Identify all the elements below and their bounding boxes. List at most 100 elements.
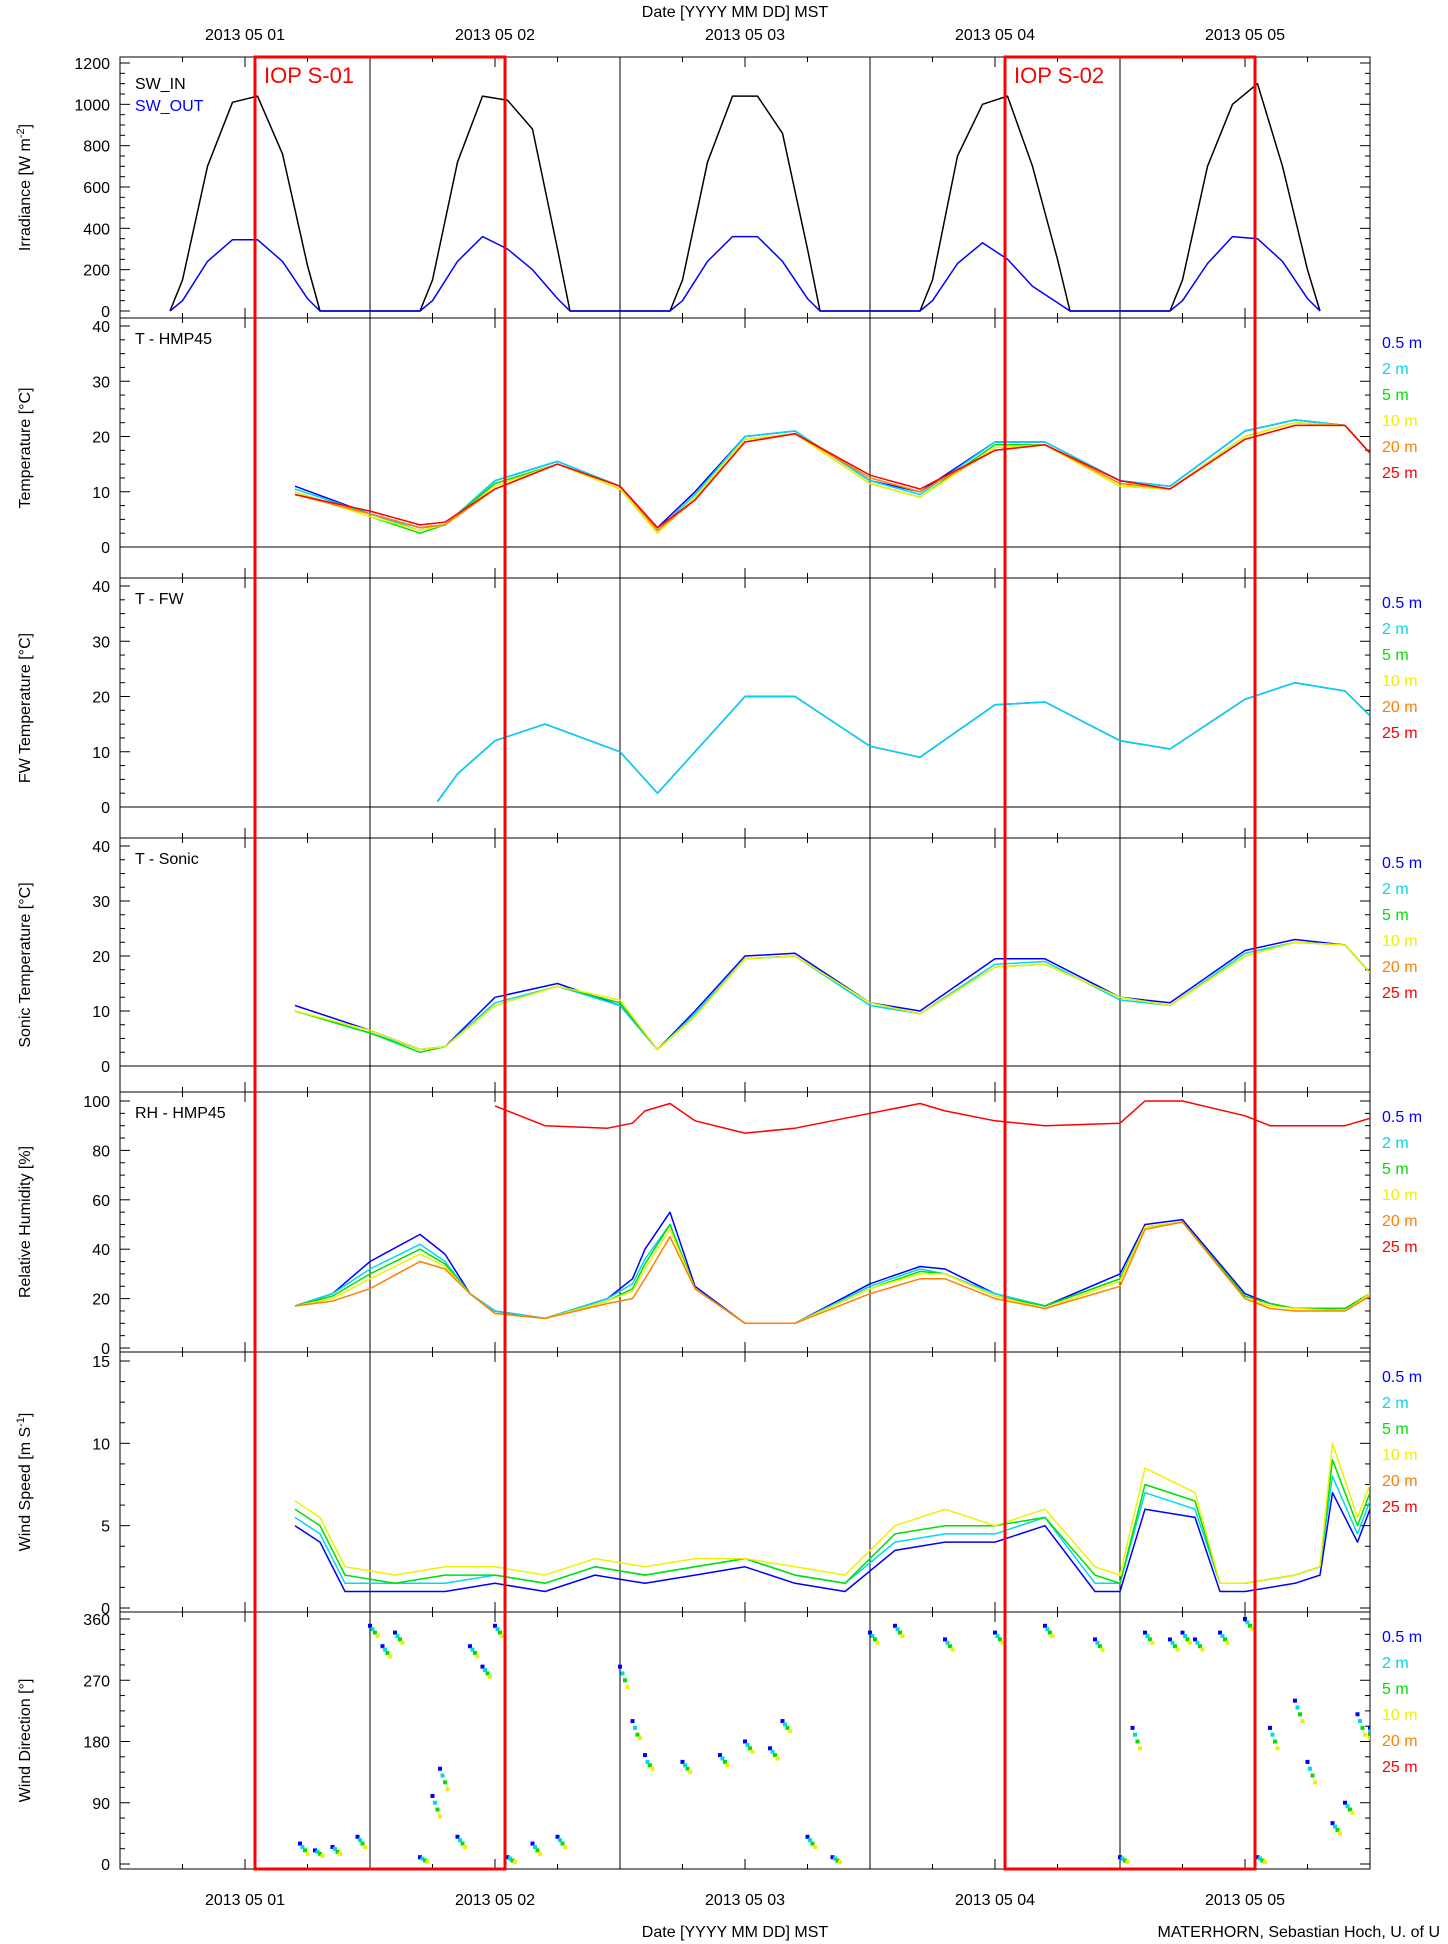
y-axis-title: Wind Speed [m S-1]: [15, 1413, 34, 1552]
data-point: [870, 1634, 875, 1639]
series-group: [294, 938, 1370, 1054]
data-point: [1170, 1640, 1175, 1645]
data-point: [315, 1849, 320, 1854]
legend-entry: 25 m: [1382, 725, 1418, 742]
bottom-x-tick-labels: 2013 05 01 2013 05 02 2013 05 03 2013 05 04…: [205, 1892, 1285, 1909]
data-point: [1198, 1644, 1202, 1649]
data-point: [680, 1759, 685, 1764]
plot-frame: [119, 577, 1371, 839]
data-point: [463, 1844, 467, 1849]
data-point: [1120, 1856, 1125, 1861]
data-point: [1358, 1719, 1362, 1724]
series-line: [436, 681, 1370, 802]
data-point: [1355, 1712, 1360, 1717]
series-line: [294, 941, 1370, 1051]
data-point: [1188, 1640, 1192, 1645]
legend-entry: 25 m: [1382, 1239, 1418, 1256]
series-group: [436, 681, 1370, 802]
data-point: [750, 1749, 755, 1754]
iop-boxes: IOP S-01 IOP S-02: [253, 55, 1257, 1871]
y-tick-label: 30: [92, 374, 110, 391]
data-point: [830, 1855, 835, 1860]
series-line: [294, 1442, 1370, 1585]
data-point: [493, 1623, 497, 1628]
y-tick-label: 0: [101, 1601, 110, 1618]
y-axis-title: FW Temperature [°C]: [17, 633, 34, 783]
data-point: [535, 1848, 540, 1853]
data-point: [1368, 1732, 1370, 1737]
series-line: [294, 1459, 1370, 1585]
legend-entry: 10 m: [1382, 1447, 1418, 1464]
iop-box-s02: [1003, 55, 1257, 1871]
data-point: [1368, 1729, 1370, 1734]
x-tick-label: 2013 05 01: [205, 1892, 285, 1909]
data-point: [835, 1858, 840, 1863]
data-point: [533, 1844, 537, 1849]
y-axis-title-superscript: -1: [15, 1417, 27, 1427]
y-tick-label: 20: [92, 1292, 110, 1309]
legend-entry: 0.5 m: [1382, 1369, 1422, 1386]
data-point: [418, 1855, 422, 1860]
data-point: [780, 1719, 785, 1724]
data-point: [1195, 1640, 1200, 1645]
series-line: [294, 938, 1370, 1051]
data-point: [788, 1729, 792, 1734]
data-point: [1223, 1637, 1227, 1642]
x-tick-label: 2013 05 04: [955, 1892, 1035, 1909]
y-tick-label: 10: [92, 1436, 110, 1453]
legend-entry: 10 m: [1382, 413, 1418, 430]
data-point: [1335, 1827, 1340, 1832]
data-point: [335, 1849, 340, 1854]
data-point: [1273, 1739, 1277, 1744]
data-point: [500, 1634, 505, 1639]
y-tick-label: 30: [92, 894, 110, 911]
data-point: [643, 1753, 647, 1758]
data-point: [805, 1834, 810, 1839]
data-point: [998, 1637, 1002, 1642]
y-tick-label: 400: [83, 221, 110, 238]
legend-entry: 25 m: [1382, 1499, 1418, 1516]
legend-entry: 2 m: [1382, 1395, 1409, 1412]
panel-temperature: 0 10 20 30 40 Temperature [°C] T - HMP45 0.5 m 2…: [17, 317, 1422, 579]
legend-entry: 25 m: [1382, 1759, 1418, 1776]
data-point: [1338, 1831, 1342, 1836]
data-point: [438, 1814, 442, 1819]
data-point: [1300, 1719, 1305, 1724]
y-tick-label: 0: [101, 1059, 110, 1076]
data-point: [1333, 1824, 1337, 1829]
y-tick-label: 1000: [74, 97, 110, 114]
data-point: [563, 1844, 567, 1849]
top-x-axis-title: Date [YYYY MM DD] MST: [642, 4, 829, 21]
data-point: [1100, 1647, 1105, 1652]
data-point: [373, 1630, 377, 1635]
panel-title: T - HMP45: [135, 331, 212, 348]
x-tick-label: 2013 05 03: [705, 27, 785, 44]
y-axis-title: Irradiance [W m-2]: [15, 124, 34, 251]
y-tick-label: 10: [92, 1004, 110, 1021]
data-point: [1138, 1746, 1142, 1751]
y-tick-label: 20: [92, 430, 110, 447]
panel-fw_temperature: 0 10 20 30 40 FW Temperature [°C] T - FW 0.5 m 2…: [17, 577, 1422, 839]
legend-entry: 2 m: [1382, 1655, 1409, 1672]
y-tick-label: 600: [83, 180, 110, 197]
data-point: [558, 1838, 562, 1843]
data-point: [1298, 1712, 1302, 1717]
y-tick-label: 15: [92, 1354, 110, 1371]
bottom-x-axis-title: Date [YYYY MM DD] MST: [642, 1924, 829, 1941]
data-point: [723, 1759, 727, 1764]
y-tick-label: 5: [101, 1519, 110, 1536]
series-line: [294, 1221, 1370, 1325]
data-point: [685, 1766, 690, 1771]
series-line: [294, 1491, 1370, 1593]
data-point: [510, 1858, 515, 1863]
data-point: [775, 1756, 780, 1761]
legend-entry: 20 m: [1382, 1213, 1418, 1230]
series-line: [294, 941, 1370, 1051]
data-point: [318, 1851, 322, 1856]
data-point: [718, 1753, 722, 1758]
y-tick-label: 10: [92, 745, 110, 762]
panel-relative_humidity: 0 20 40 60 80 100 Relative Humidity [%] RH - HM…: [17, 1091, 1422, 1358]
data-point: [1343, 1800, 1347, 1805]
y-tick-label: 40: [92, 1242, 110, 1259]
